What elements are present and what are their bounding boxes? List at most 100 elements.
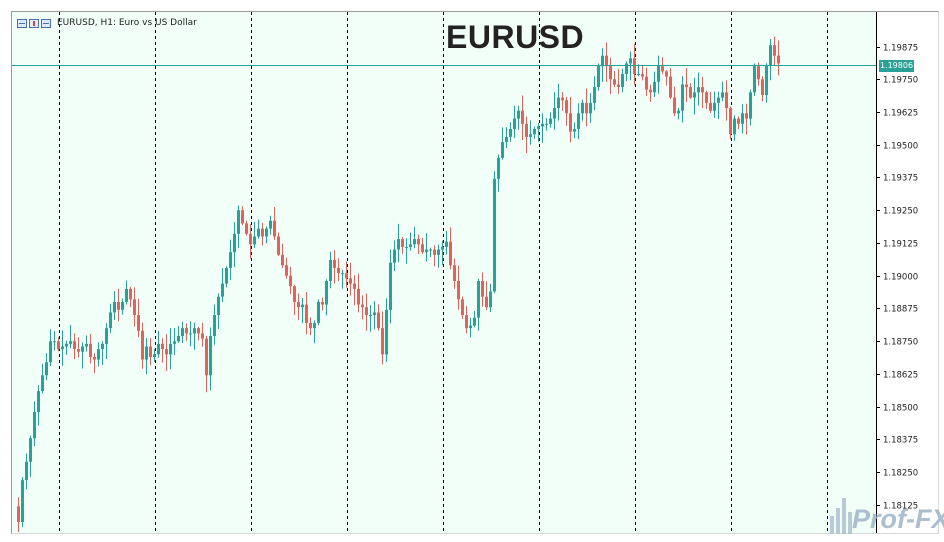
candle-body: [461, 299, 464, 316]
candle: [61, 330, 64, 366]
candle-body: [505, 136, 508, 143]
candle: [509, 122, 512, 142]
candle: [649, 84, 652, 102]
candle: [161, 338, 164, 363]
candle-body: [513, 118, 516, 130]
candle-body: [565, 100, 568, 114]
candle-body: [221, 283, 224, 297]
candle-body: [725, 92, 728, 109]
candle: [77, 337, 80, 358]
candle: [329, 251, 332, 289]
candle-body: [569, 113, 572, 132]
candle: [541, 113, 544, 143]
candle-body: [389, 262, 392, 310]
candle-body: [481, 280, 484, 297]
candle-body: [373, 312, 376, 316]
candle-body: [49, 341, 52, 363]
candle: [101, 341, 104, 365]
candle: [729, 106, 732, 140]
candle: [181, 321, 184, 343]
candle-body: [377, 312, 380, 329]
candle-body: [241, 210, 244, 224]
candle: [401, 236, 404, 255]
candle: [537, 122, 540, 142]
candle: [489, 283, 492, 313]
candle-body: [761, 79, 764, 95]
candle-body: [741, 113, 744, 124]
candle: [109, 303, 112, 334]
candle: [305, 291, 308, 335]
candle-body: [501, 142, 504, 158]
candle-body: [573, 129, 576, 132]
candle-body: [169, 343, 172, 355]
candle-body: [385, 309, 388, 355]
candle: [229, 239, 232, 281]
candle: [317, 299, 320, 326]
candle-body: [557, 97, 560, 109]
candle: [449, 227, 452, 270]
candle: [89, 333, 92, 364]
candle: [225, 266, 228, 288]
candle-body: [609, 66, 612, 80]
candle-body: [525, 123, 528, 137]
candle: [513, 105, 516, 139]
candle: [153, 348, 156, 363]
candle-body: [137, 315, 140, 331]
candle-body: [61, 346, 64, 350]
candle: [133, 287, 136, 327]
candle: [253, 221, 256, 248]
candle-body: [225, 267, 228, 284]
y-tick-label: 1.18500: [883, 404, 918, 414]
chart-type-icon[interactable]: [29, 18, 39, 28]
candle: [381, 311, 384, 365]
candle: [425, 233, 428, 262]
candle: [97, 342, 100, 367]
candle-body: [25, 461, 28, 481]
candle-body: [649, 89, 652, 93]
candle-body: [605, 55, 608, 67]
candle: [445, 230, 448, 255]
candle: [377, 304, 380, 331]
chart-properties-icon[interactable]: [41, 18, 51, 28]
candle: [369, 305, 372, 332]
candle: [673, 86, 676, 117]
candle-body: [473, 317, 476, 326]
candle: [741, 104, 744, 134]
candle-body: [157, 343, 160, 355]
candle-body: [705, 92, 708, 103]
candle: [149, 338, 152, 366]
candle: [365, 293, 368, 331]
candle: [713, 91, 716, 118]
candle: [17, 497, 20, 533]
candle-body: [645, 76, 648, 90]
candle-body: [333, 260, 336, 268]
candle-body: [537, 126, 540, 130]
candle: [613, 71, 616, 88]
candle: [21, 476, 24, 528]
candle: [685, 68, 688, 103]
chart-window-icon[interactable]: [17, 18, 27, 28]
candle-body: [589, 102, 592, 114]
candle-body: [757, 66, 760, 80]
candle: [57, 337, 60, 352]
candle-body: [489, 291, 492, 308]
candle: [709, 91, 712, 113]
y-tick-label: 1.18375: [883, 436, 918, 446]
candle: [517, 105, 520, 130]
candle-body: [529, 134, 532, 137]
candle-body: [393, 249, 396, 263]
watermark-logo: Prof-FX: [822, 496, 944, 540]
candle-body: [317, 301, 320, 323]
candle: [73, 333, 76, 360]
candle: [597, 63, 600, 91]
candle-body: [657, 66, 660, 82]
candle-body: [577, 113, 580, 130]
candle: [657, 55, 660, 94]
candle-body: [465, 315, 468, 329]
candle-body: [261, 228, 264, 237]
candle-body: [729, 108, 732, 135]
candle: [105, 323, 108, 360]
candle: [525, 116, 528, 154]
candle-body: [597, 66, 600, 88]
